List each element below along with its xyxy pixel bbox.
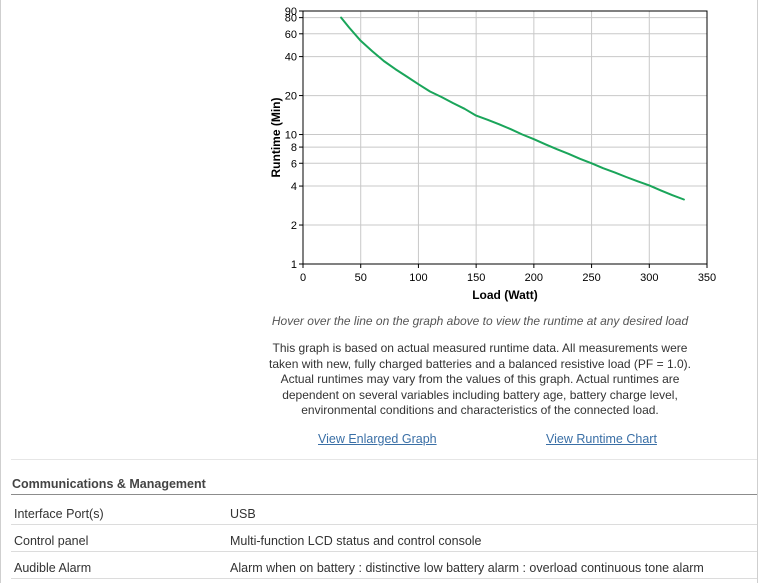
x-axis-label: Load (Watt) [472, 288, 538, 302]
y-tick-label: 10 [285, 130, 297, 142]
section-divider [11, 459, 757, 460]
y-tick-label: 1 [291, 259, 297, 271]
x-tick-label: 50 [355, 272, 367, 284]
graph-hover-hint: Hover over the line on the graph above t… [271, 314, 689, 328]
x-tick-label: 100 [409, 272, 427, 284]
y-tick-label: 90 [285, 6, 297, 18]
page-frame-left [0, 0, 1, 583]
graph-disclaimer: This graph is based on actual measured r… [269, 341, 691, 417]
section-title-communications: Communications & Management [12, 477, 206, 491]
spec-label: Control panel [14, 534, 89, 548]
spec-value: USB [230, 507, 256, 521]
view-runtime-chart-link[interactable]: View Runtime Chart [546, 432, 657, 446]
spec-label: Audible Alarm [14, 561, 92, 575]
y-tick-label: 6 [291, 158, 297, 170]
runtime-series-line[interactable] [340, 16, 685, 201]
spec-row-control-panel: Control panel Multi-function LCD status … [11, 525, 757, 552]
y-tick-label: 8 [291, 142, 297, 154]
y-axis-label: Runtime (Min) [269, 98, 283, 178]
view-enlarged-graph-link[interactable]: View Enlarged Graph [318, 432, 437, 446]
spec-label: Interface Port(s) [14, 507, 104, 521]
y-tick-label: 80 [285, 13, 297, 25]
x-tick-label: 150 [467, 272, 485, 284]
x-tick-label: 300 [640, 272, 658, 284]
page-frame-right [757, 0, 758, 583]
spec-row-audible-alarm: Audible Alarm Alarm when on battery : di… [11, 552, 757, 579]
y-tick-label: 40 [285, 52, 297, 64]
section-title-rule [11, 494, 757, 495]
y-tick-label: 4 [291, 181, 297, 193]
x-tick-label: 200 [525, 272, 543, 284]
spec-row-interface-ports: Interface Port(s) USB [11, 498, 757, 525]
y-tick-label: 20 [285, 91, 297, 103]
x-tick-label: 350 [698, 272, 716, 284]
x-tick-label: 0 [300, 272, 306, 284]
y-tick-label: 60 [285, 29, 297, 41]
spec-value: Multi-function LCD status and control co… [230, 534, 482, 548]
plot-area-border [302, 10, 708, 265]
spec-value: Alarm when on battery : distinctive low … [230, 561, 704, 575]
x-tick-label: 250 [582, 272, 600, 284]
y-tick-label: 2 [291, 220, 297, 232]
